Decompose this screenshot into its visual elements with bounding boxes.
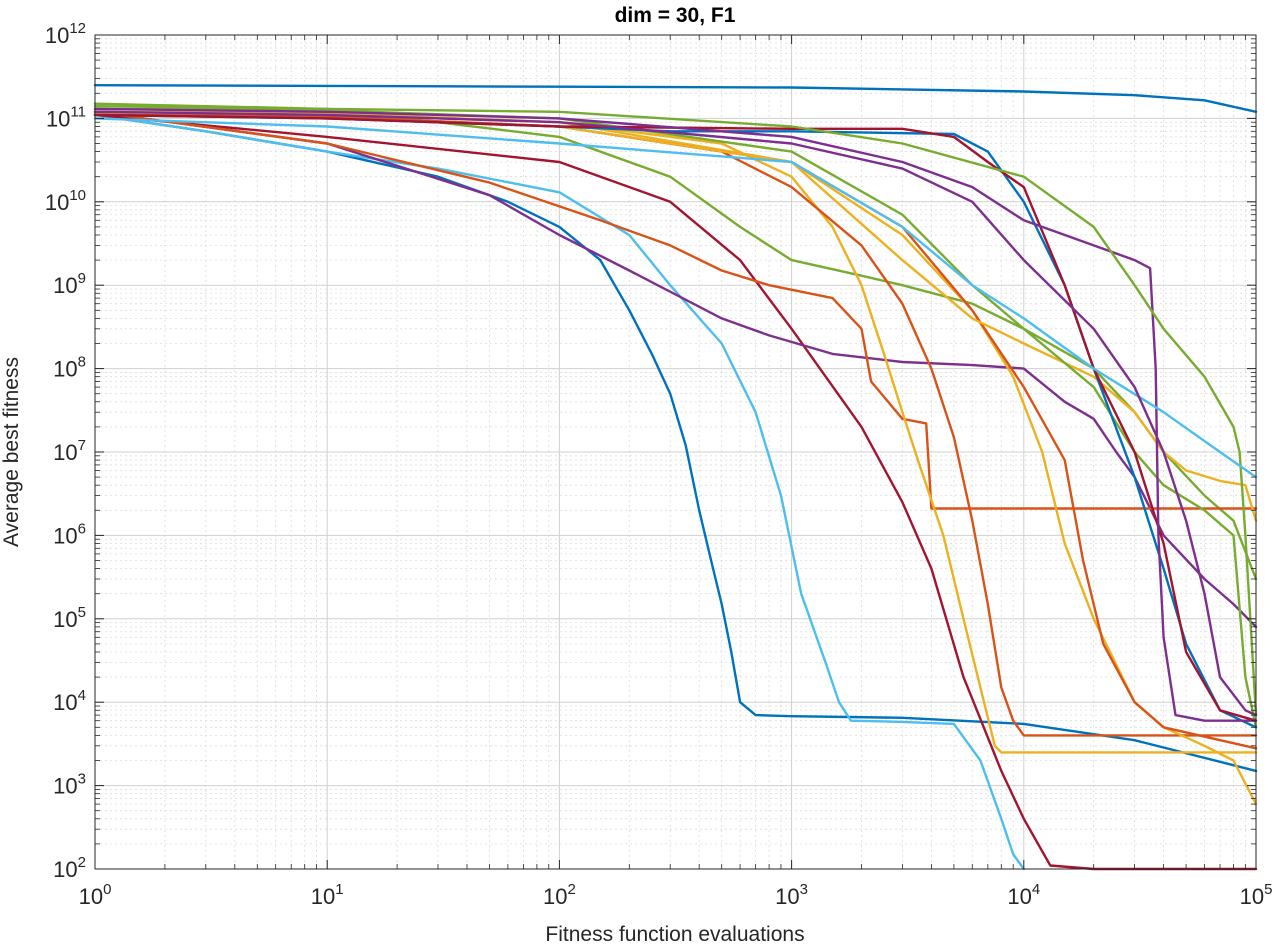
- series-line-7: [93, 110, 1258, 510]
- y-tick-exponent: 2: [78, 854, 86, 871]
- y-tick-base: 10: [53, 774, 77, 799]
- y-tick-exponent: 6: [78, 520, 86, 537]
- x-tick-label: 101: [311, 881, 344, 909]
- x-tick-base: 10: [543, 884, 567, 909]
- series-line-15: [93, 113, 1258, 722]
- x-tick-exponent: 2: [567, 881, 575, 898]
- x-tick-base: 10: [1240, 884, 1264, 909]
- x-tick-base: 10: [311, 884, 335, 909]
- x-tick-exponent: 3: [800, 881, 808, 898]
- y-axis-label: Average best fitness: [0, 357, 23, 547]
- y-tick-base: 10: [45, 190, 69, 215]
- y-tick-exponent: 11: [70, 103, 86, 120]
- y-tick-label: 109: [53, 270, 86, 298]
- x-tick-label: 105: [1240, 881, 1273, 909]
- y-tick-exponent: 4: [78, 687, 86, 704]
- y-tick-base: 10: [53, 440, 77, 465]
- y-tick-label: 103: [53, 771, 86, 799]
- series-line-19: [93, 110, 1258, 717]
- y-tick-base: 10: [53, 607, 77, 632]
- series-line-8: [93, 112, 1258, 754]
- series-layer: [93, 84, 1258, 871]
- y-tick-base: 10: [53, 357, 77, 382]
- x-tick-labels: 100 101 102 103 104 105: [79, 881, 1273, 909]
- y-tick-base: 10: [45, 23, 69, 48]
- y-tick-exponent: 8: [78, 354, 86, 371]
- y-tick-label: 1011: [46, 103, 86, 131]
- chart-title: dim = 30, F1: [615, 4, 736, 27]
- series-line-3: [93, 113, 1025, 871]
- series-line-12: [93, 113, 1258, 522]
- x-tick-base: 10: [775, 884, 799, 909]
- y-tick-exponent: 12: [69, 20, 86, 37]
- x-tick-label: 100: [79, 881, 112, 909]
- y-tick-base: 10: [53, 273, 77, 298]
- x-tick-label: 103: [775, 881, 808, 909]
- y-tick-label: 102: [53, 854, 86, 882]
- y-tick-base: 10: [46, 106, 70, 131]
- y-tick-exponent: 3: [78, 771, 86, 788]
- series-line-10: [93, 110, 1258, 806]
- x-tick-base: 10: [1007, 884, 1031, 909]
- y-tick-label: 1012: [45, 20, 86, 48]
- series-line-4: [93, 113, 1258, 871]
- y-tick-label: 107: [53, 437, 86, 465]
- y-tick-exponent: 5: [78, 604, 86, 621]
- x-tick-exponent: 4: [1032, 881, 1040, 898]
- y-tick-base: 10: [53, 857, 77, 882]
- x-tick-exponent: 0: [103, 881, 111, 898]
- y-tick-exponent: 9: [78, 270, 86, 287]
- y-tick-base: 10: [53, 523, 77, 548]
- y-tick-label: 1010: [45, 187, 86, 215]
- series-line-18: [93, 117, 1258, 479]
- series-line-16: [93, 107, 1258, 722]
- series-line-1: [93, 84, 1258, 113]
- tick-marks: [94, 34, 1257, 870]
- y-tick-base: 10: [53, 690, 77, 715]
- series-line-17: [93, 105, 1258, 717]
- series-line-13: [93, 107, 1258, 729]
- x-tick-exponent: 5: [1264, 881, 1272, 898]
- y-tick-exponent: 7: [78, 437, 86, 454]
- series-line-6: [93, 102, 1258, 581]
- y-tick-label: 105: [53, 604, 86, 632]
- x-tick-exponent: 1: [335, 881, 343, 898]
- y-tick-label: 104: [53, 687, 86, 715]
- y-tick-exponent: 10: [69, 187, 86, 204]
- y-tick-label: 106: [53, 520, 86, 548]
- x-tick-label: 102: [543, 881, 576, 909]
- y-tick-label: 108: [53, 354, 86, 382]
- x-tick-base: 10: [79, 884, 103, 909]
- series-line-5: [93, 110, 1258, 629]
- x-tick-label: 104: [1007, 881, 1040, 909]
- x-axis-label: Fitness function evaluations: [545, 923, 804, 945]
